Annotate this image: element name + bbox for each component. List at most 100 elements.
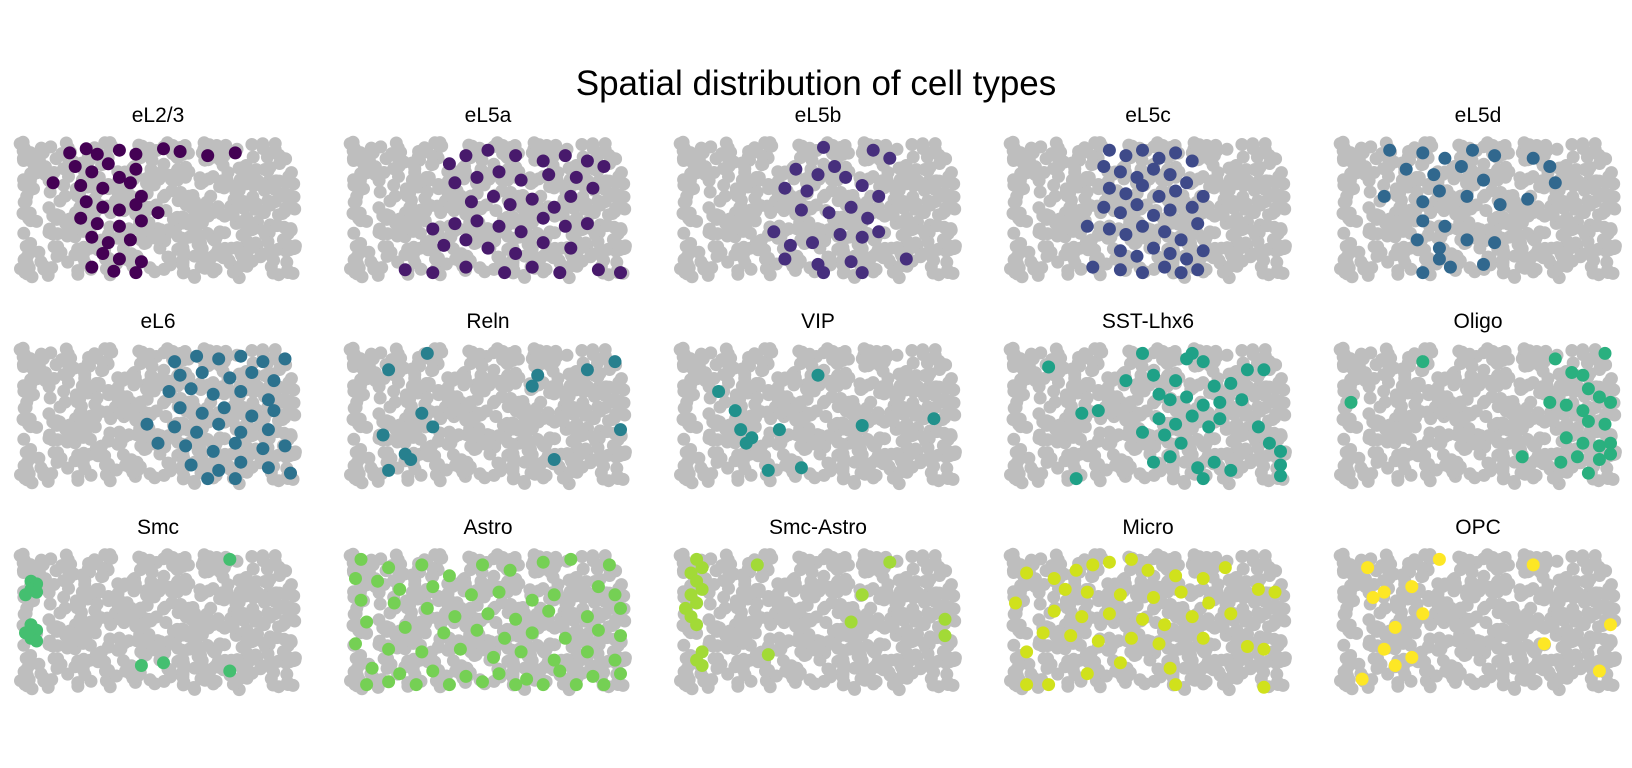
background-point xyxy=(473,261,487,275)
background-point xyxy=(380,208,394,222)
background-point xyxy=(174,186,188,199)
data-point xyxy=(1102,181,1116,195)
background-point xyxy=(731,470,745,484)
background-point xyxy=(575,138,589,151)
background-point xyxy=(1456,208,1469,222)
background-point xyxy=(677,401,691,415)
background-point xyxy=(765,345,779,359)
background-point xyxy=(19,445,33,459)
data-point xyxy=(1102,222,1116,236)
background-point xyxy=(78,371,92,385)
data-point xyxy=(195,406,209,420)
data-point xyxy=(129,198,143,212)
data-point xyxy=(90,147,104,161)
background-point xyxy=(679,445,693,459)
background-point xyxy=(890,195,904,209)
data-point xyxy=(1493,198,1507,212)
background-point xyxy=(23,389,37,403)
data-point xyxy=(1443,260,1457,274)
background-point xyxy=(1034,140,1048,154)
background-point xyxy=(1370,208,1384,222)
background-point xyxy=(1210,144,1224,158)
background-point xyxy=(496,147,510,160)
background-point xyxy=(261,194,275,208)
data-point xyxy=(123,233,137,247)
background-point xyxy=(794,395,808,409)
background-point xyxy=(17,432,31,446)
background-point xyxy=(374,346,388,360)
background-point xyxy=(373,391,387,405)
data-point xyxy=(96,247,110,260)
background-point xyxy=(1486,212,1500,226)
background-point xyxy=(354,167,368,181)
background-point xyxy=(937,426,951,440)
background-point xyxy=(504,186,518,199)
background-point xyxy=(432,388,446,402)
background-point xyxy=(53,400,67,414)
background-point xyxy=(779,458,792,472)
background-point xyxy=(1386,220,1400,234)
background-point xyxy=(1580,224,1594,237)
background-point xyxy=(1463,261,1477,275)
background-cells xyxy=(673,341,962,491)
background-point xyxy=(710,208,724,222)
background-point xyxy=(907,222,921,236)
data-point xyxy=(173,145,187,158)
background-point xyxy=(893,379,907,392)
background-point xyxy=(722,170,735,183)
background-point xyxy=(1555,161,1569,175)
background-point xyxy=(909,163,923,177)
data-point xyxy=(382,363,396,377)
background-point xyxy=(353,183,367,197)
background-point xyxy=(721,152,735,166)
data-point xyxy=(580,217,594,231)
background-point xyxy=(134,395,148,409)
background-point xyxy=(18,471,32,485)
data-point xyxy=(1152,189,1166,203)
background-point xyxy=(1416,157,1430,171)
background-point xyxy=(559,391,573,405)
background-point xyxy=(756,363,770,377)
background-point xyxy=(1607,177,1621,191)
background-point xyxy=(346,412,360,426)
background-point xyxy=(563,379,577,392)
background-point xyxy=(115,405,129,419)
data-point xyxy=(597,160,611,173)
data-point xyxy=(1163,168,1177,182)
background-point xyxy=(836,210,850,224)
background-point xyxy=(435,139,449,153)
background-point xyxy=(348,471,362,485)
background-point xyxy=(921,194,935,208)
data-point xyxy=(800,184,814,198)
background-point xyxy=(214,207,228,221)
background-point xyxy=(61,358,75,372)
data-point xyxy=(85,260,99,274)
data-point xyxy=(184,458,198,472)
chart-title: Spatial distribution of cell types xyxy=(575,64,1057,103)
background-point xyxy=(179,198,193,212)
data-point xyxy=(112,252,126,266)
background-point xyxy=(817,396,830,410)
background-point xyxy=(713,400,727,414)
background-point xyxy=(835,437,849,451)
background-point xyxy=(731,264,745,278)
background-point xyxy=(679,239,693,253)
data-point xyxy=(503,198,517,212)
background-point xyxy=(916,410,930,424)
background-point xyxy=(213,431,227,445)
background-cells xyxy=(13,135,302,285)
background-point xyxy=(43,391,57,405)
background-point xyxy=(698,374,712,388)
data-point xyxy=(591,263,605,277)
background-point xyxy=(1254,260,1268,274)
background-point xyxy=(560,348,574,362)
background-point xyxy=(756,157,770,171)
data-point xyxy=(580,363,594,377)
background-point xyxy=(120,390,134,404)
background-point xyxy=(112,425,126,439)
background-point xyxy=(941,239,955,252)
data-point xyxy=(168,420,182,434)
data-point xyxy=(498,266,512,280)
background-point xyxy=(272,148,286,162)
